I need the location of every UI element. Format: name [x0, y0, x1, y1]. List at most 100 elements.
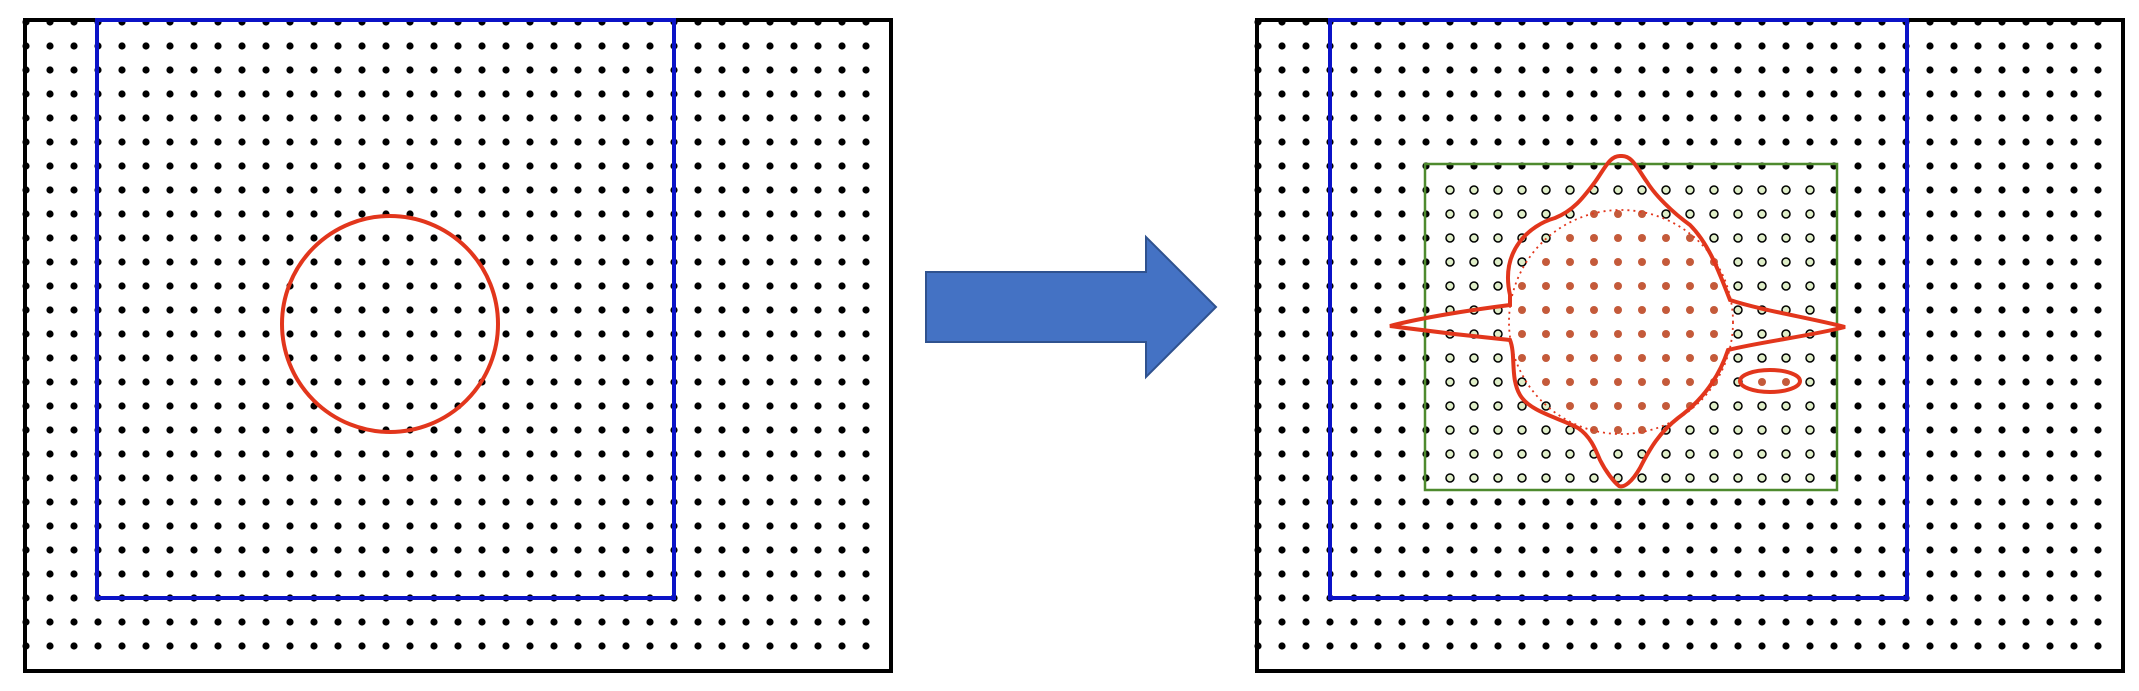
grid-dot [1950, 522, 1958, 530]
grid-dot [1542, 90, 1550, 98]
grid-dot [286, 42, 294, 50]
refinement-region-box [1423, 162, 1839, 492]
grid-dot [1926, 234, 1934, 242]
refined-dot [1517, 377, 1527, 387]
grid-dot [742, 90, 750, 98]
grid-dot [1398, 474, 1406, 482]
grid-dot [286, 498, 294, 506]
grid-dot [1830, 66, 1838, 74]
grid-dot [1398, 378, 1406, 386]
grid-dot [1566, 42, 1574, 50]
grid-dot [238, 570, 246, 578]
grid-dot [814, 258, 822, 266]
grid-dot [2094, 114, 2102, 122]
grid-dot [358, 114, 366, 122]
grid-dot [1422, 570, 1430, 578]
grid-dot [358, 402, 366, 410]
refined-dot [1445, 353, 1455, 363]
grid-dot [1974, 474, 1982, 482]
grid-dot [1374, 42, 1382, 50]
grid-dot [1974, 498, 1982, 506]
grid-dot [790, 330, 798, 338]
grid-dot [286, 114, 294, 122]
grid-dot [718, 426, 726, 434]
grid-dot [142, 642, 150, 650]
grid-dot [118, 138, 126, 146]
grid-dot [166, 258, 174, 266]
grid-dot [214, 258, 222, 266]
grid-dot [46, 546, 54, 554]
grid-dot [838, 354, 846, 362]
grid-dot [790, 306, 798, 314]
grid-dot [310, 66, 318, 74]
grid-dot [1374, 570, 1382, 578]
grid-dot [2022, 138, 2030, 146]
grid-dot [1950, 114, 1958, 122]
grid-dot [838, 42, 846, 50]
grid-dot [118, 378, 126, 386]
grid-dot [2022, 42, 2030, 50]
grid-dot [646, 642, 654, 650]
grid-dot [1926, 330, 1934, 338]
grid-dot [1446, 66, 1454, 74]
grid-dot [718, 186, 726, 194]
grid-dot [694, 66, 702, 74]
grid-dot [262, 426, 270, 434]
grid-dot [478, 42, 486, 50]
grid-dot [1278, 450, 1286, 458]
grid-dot [1734, 42, 1742, 50]
grid-dot [1374, 186, 1382, 194]
refined-dot [1757, 425, 1767, 435]
grid-dot [1758, 618, 1766, 626]
grid-dot [1710, 642, 1718, 650]
grid-dot [1398, 426, 1406, 434]
grid-dot [1302, 474, 1310, 482]
grid-dot [1950, 474, 1958, 482]
grid-dot [1830, 618, 1838, 626]
refined-dot [1493, 401, 1503, 411]
grid-dot [1878, 66, 1886, 74]
grid-dot [718, 42, 726, 50]
grid-dot [526, 330, 534, 338]
grid-dot [1686, 138, 1694, 146]
grid-dot [406, 66, 414, 74]
grid-dot [310, 282, 318, 290]
refined-dot [1613, 449, 1623, 459]
refined-dot [1493, 473, 1503, 483]
grid-dot [334, 570, 342, 578]
grid-dot [574, 162, 582, 170]
grid-dot [1398, 402, 1406, 410]
grid-dot [1806, 546, 1814, 554]
grid-dot [166, 450, 174, 458]
grid-dot [526, 354, 534, 362]
grid-dot [1878, 234, 1886, 242]
grid-dot [2094, 378, 2102, 386]
grid-dot [1542, 618, 1550, 626]
grid-dot [166, 186, 174, 194]
grid-dot [1926, 42, 1934, 50]
grid-dot [1278, 210, 1286, 218]
grid-dot [1926, 498, 1934, 506]
refined-dot [1781, 209, 1791, 219]
grid-dot [142, 426, 150, 434]
grid-dot [142, 378, 150, 386]
grid-dot [502, 162, 510, 170]
grid-dot [1326, 642, 1334, 650]
grid-dot [2046, 570, 2054, 578]
grid-dot [1974, 258, 1982, 266]
grid-dot [1734, 138, 1742, 146]
grid-dot [526, 426, 534, 434]
grid-dot [598, 330, 606, 338]
grid-dot [694, 186, 702, 194]
interior-dot [1566, 282, 1574, 290]
grid-dot [382, 114, 390, 122]
refined-dot [1781, 473, 1791, 483]
grid-dot [1806, 138, 1814, 146]
grid-dot [1374, 210, 1382, 218]
grid-dot [190, 546, 198, 554]
grid-dot [646, 162, 654, 170]
grid-dot [790, 138, 798, 146]
grid-dot [1638, 138, 1646, 146]
interior-dot [1542, 330, 1550, 338]
grid-dot [1518, 42, 1526, 50]
